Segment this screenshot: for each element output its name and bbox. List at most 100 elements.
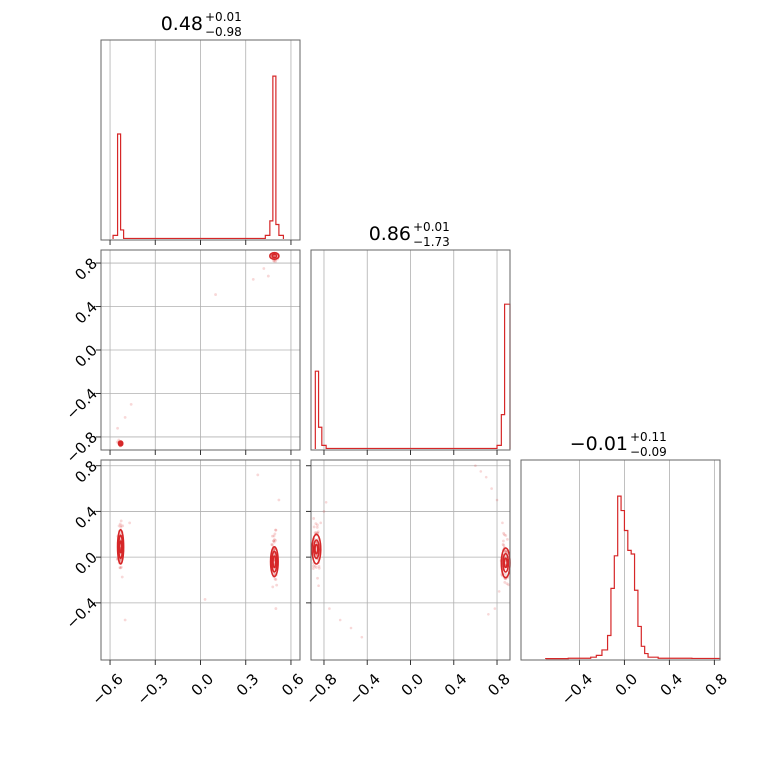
- cross21-scatter-point-0-37: [312, 564, 315, 568]
- cross20-xlabel-0: −0.6: [88, 670, 126, 708]
- cross21-xlabel-2: 0.0: [398, 670, 428, 700]
- cross21-scatter-arc-2-0: [497, 590, 501, 593]
- cross21-scatter-point-0-31: [312, 517, 316, 520]
- cross20-xlabel-2: 0.0: [188, 670, 218, 700]
- cross10-scatter-point-1-20: [272, 259, 276, 263]
- cross21-scatter-point-0-20: [312, 525, 316, 529]
- cross21-scatter-arc-3-1: [322, 510, 326, 513]
- cross10-scatter-point-1-13: [274, 259, 277, 263]
- cross21-xlabel-3: 0.4: [441, 670, 471, 700]
- cross20-scatter-point-1-43: [272, 539, 276, 543]
- diag1-title-minus: −1.73: [413, 235, 450, 249]
- cross10-scatter-stray-1: [214, 293, 217, 296]
- diag1-title: 0.86 +0.01−1.73: [369, 220, 450, 249]
- cross10-scatter-stray-6: [266, 274, 270, 278]
- cross21-scatter-arc-1-2: [490, 487, 493, 490]
- cross21-scatter-point-0-4: [316, 531, 319, 535]
- diag0-histogram: [112, 75, 285, 240]
- cross21-scatter-point-0-2: [316, 523, 319, 527]
- cross20-scatter-point-1-45: [270, 543, 274, 546]
- cross21-scatter-point-1-23: [502, 539, 505, 543]
- cross21-scatter-arc-0-1: [328, 607, 331, 610]
- cross20-scatter-point-1-0: [273, 577, 277, 581]
- cross21-scatter-point-1-18: [503, 572, 507, 576]
- cross20-ylabel-1: 0.4: [71, 503, 101, 533]
- cross21-scatter-point-1-42: [503, 533, 506, 537]
- cross20-scatter-point-0-36: [121, 524, 125, 528]
- diag2-xlabel-3: 0.8: [702, 670, 732, 700]
- cross21-scatter-arc-0-0: [317, 584, 320, 588]
- cross20-scatter-stray-1: [256, 473, 260, 477]
- cross10-scatter-contour-0-1: [118, 441, 123, 446]
- diag2-title: −0.01 +0.11−0.09: [570, 430, 667, 459]
- cross20-ylabel-2: 0.0: [71, 548, 101, 578]
- cross21-scatter-arc-3-0: [319, 521, 323, 525]
- cross20-scatter-point-1-16: [274, 578, 278, 581]
- cross20-scatter-contour-1-0: [269, 546, 279, 578]
- cross21-scatter-arc-2-1: [493, 607, 497, 610]
- cross21-scatter-point-1-52: [503, 580, 507, 584]
- cross21-scatter-contour-0-0: [311, 533, 322, 565]
- cross21-scatter-arc-0-2: [338, 618, 342, 622]
- cross21-scatter-point-1-36: [505, 582, 509, 586]
- cross10-scatter-contour-1-0: [269, 251, 280, 261]
- cross10-scatter: [115, 251, 280, 448]
- cross21-scatter-point-1-35: [507, 583, 510, 587]
- cross21-scatter-point-0-54: [315, 526, 319, 529]
- diag2-frame: [520, 459, 721, 661]
- cross21-scatter: [310, 464, 511, 639]
- cross20-scatter-point-0-33: [120, 575, 124, 579]
- cross20-scatter-point-1-50: [272, 539, 275, 543]
- cross20-scatter-point-1-24: [273, 532, 277, 536]
- cross20-scatter-point-1-5: [273, 538, 276, 541]
- diag2-title-plus: +0.11: [630, 430, 667, 444]
- cross20-scatter-stray-4: [123, 618, 127, 622]
- cross21-scatter-point-0-7: [313, 531, 317, 535]
- cross20-scatter-point-0-54: [119, 566, 122, 570]
- cross21-xlabel-4: 0.8: [484, 670, 514, 700]
- cross20-scatter-point-1-9: [273, 548, 276, 551]
- cross20-scatter-point-1-4: [272, 540, 276, 544]
- cross20-scatter-stray-0: [203, 598, 207, 601]
- diag2-histogram: [545, 495, 721, 660]
- cross21-scatter-point-1-1: [503, 550, 507, 553]
- cross20-scatter-point-1-51: [271, 534, 274, 538]
- cross21-scatter-contour-0-2: [314, 543, 319, 555]
- cross21-scatter-point-0-49: [314, 566, 318, 569]
- cross21-xlabel-1: −0.4: [345, 670, 383, 708]
- diag1-histogram: [314, 303, 511, 450]
- diag0-title-plus: +0.01: [205, 10, 242, 24]
- diag1-title-plus: +0.01: [413, 220, 450, 234]
- diag2-title-minus: −0.09: [630, 445, 667, 459]
- cross21-scatter-contour-0-1: [312, 539, 320, 560]
- cross21-scatter-arc-0-4: [360, 635, 364, 639]
- diag2-xlabel-1: 0.0: [612, 670, 642, 700]
- cross10-ylabel-2: 0.0: [71, 341, 101, 371]
- cross10-scatter-contour-0-0: [117, 440, 124, 447]
- cross20-xlabel-1: −0.3: [134, 670, 172, 708]
- cross10-scatter-stray-5: [116, 426, 119, 430]
- cross10-ylabel-4: −0.8: [63, 428, 101, 466]
- cross21-scatter-arc-1-0: [501, 521, 504, 525]
- diag2-xlabel-0: −0.4: [558, 670, 596, 708]
- cross20-scatter-contour-1-2: [272, 555, 277, 569]
- cross10-ylabel-3: −0.4: [63, 385, 101, 423]
- diag1-title-value: 0.86: [369, 223, 411, 245]
- cross21-scatter-contour-1-1: [502, 552, 510, 573]
- cross21-scatter-arc-2-2: [487, 612, 490, 616]
- cross21-scatter-arc-1-3: [484, 475, 488, 479]
- cross20-scatter-stray-5: [274, 607, 278, 610]
- cross21-scatter-point-0-8: [312, 567, 315, 570]
- cross21-scatter-point-1-54: [504, 534, 508, 537]
- cross10-scatter-stray-4: [123, 415, 127, 419]
- cross10-ylabel-1: 0.4: [71, 298, 101, 328]
- cross20-scatter-point-1-21: [271, 585, 275, 589]
- cross20-scatter-point-1-2: [274, 528, 277, 532]
- cross10-scatter-stray-0: [129, 402, 133, 406]
- diag2-xlabel-2: 0.4: [657, 670, 687, 700]
- cross10-ylabel-0: 0.8: [71, 254, 101, 284]
- cross21-scatter-point-1-57: [506, 537, 509, 541]
- diag0-title-value: 0.48: [161, 13, 203, 35]
- cross20-scatter-point-1-42: [270, 543, 274, 547]
